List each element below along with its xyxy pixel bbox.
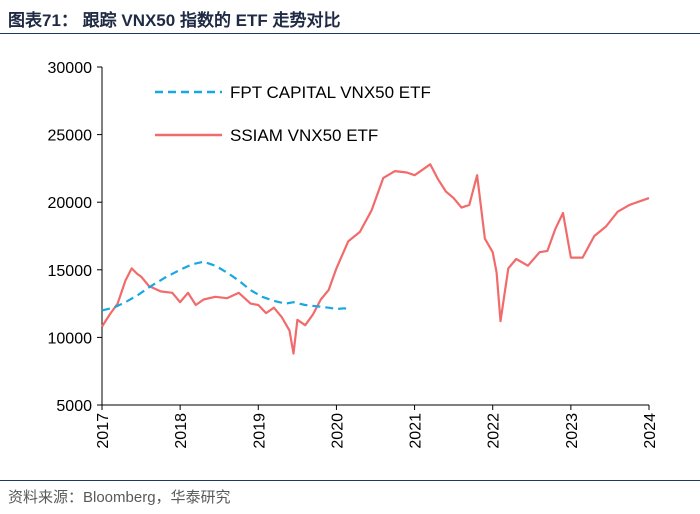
x-tick-label: 2023 (564, 413, 581, 449)
figure-title: 图表71： 跟踪 VNX50 指数的 ETF 走势对比 (8, 11, 341, 30)
legend-fpt-capital-label: FPT CAPITAL VNX50 ETF (230, 83, 431, 102)
y-tick-label: 10000 (48, 330, 93, 347)
y-tick-label: 5000 (56, 398, 92, 415)
chart-axes: 5000 10000 15000 20000 25000 30000 2017 2018 201… (48, 60, 660, 449)
y-tick-label: 30000 (48, 60, 93, 77)
series-layer (101, 163, 650, 355)
x-tick-label: 2024 (642, 413, 659, 449)
x-tick-label: 2017 (95, 413, 112, 449)
y-tick-label: 20000 (48, 195, 93, 212)
legend-ssiam-label: SSIAM VNX50 ETF (230, 126, 378, 145)
title-divider (0, 33, 700, 34)
x-tick-label: 2021 (408, 413, 425, 449)
source-note: 资料来源：Bloomberg，华泰研究 (8, 489, 231, 506)
source-divider (0, 480, 700, 481)
chart-legend: FPT CAPITAL VNX50 ETF SSIAM VNX50 ETF (155, 83, 431, 145)
y-tick-label: 25000 (48, 128, 93, 145)
x-tick-label: 2018 (173, 413, 190, 449)
x-tick-label: 2019 (251, 413, 268, 449)
series-line-ssiam (101, 163, 650, 355)
x-tick-label: 2020 (329, 413, 346, 449)
series-line-fpt-capital (101, 260, 349, 312)
x-tick-label: 2022 (486, 413, 503, 449)
y-tick-label: 15000 (48, 263, 93, 280)
